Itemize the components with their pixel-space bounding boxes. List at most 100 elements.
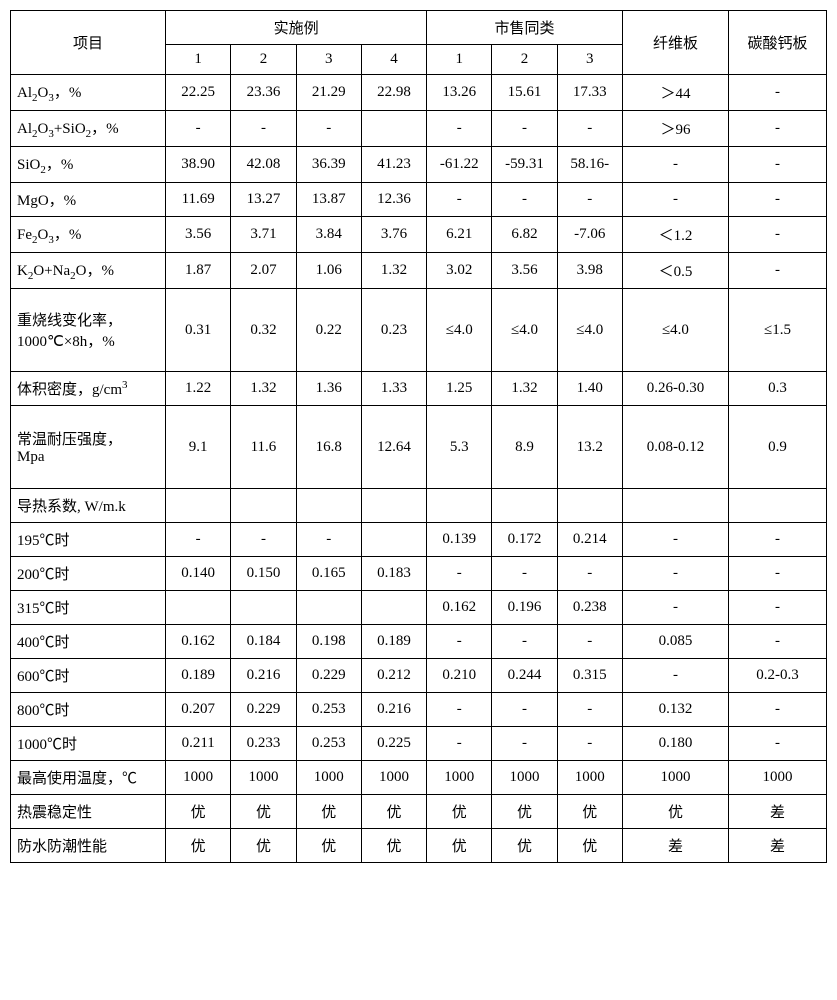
cell	[361, 489, 426, 523]
cell: 8.9	[492, 406, 557, 489]
table-row: 400℃时0.1620.1840.1980.189---0.085-	[11, 625, 827, 659]
cell: 1.87	[166, 253, 231, 289]
cell: ＞96	[622, 111, 728, 147]
cell: 0.253	[296, 727, 361, 761]
table-row: 常温耐压强度，Mpa9.111.616.812.645.38.913.20.08…	[11, 406, 827, 489]
cell: -	[492, 625, 557, 659]
cell: 0.165	[296, 557, 361, 591]
cell: -	[557, 625, 622, 659]
cell: ≤4.0	[557, 289, 622, 372]
cell: 0.22	[296, 289, 361, 372]
cell: 0.162	[166, 625, 231, 659]
cell: 0.196	[492, 591, 557, 625]
cell: 0.211	[166, 727, 231, 761]
cell: -	[729, 591, 827, 625]
cell	[492, 489, 557, 523]
cell	[361, 591, 426, 625]
cell: -	[166, 523, 231, 557]
row-label: 195℃时	[11, 523, 166, 557]
cell: 13.87	[296, 183, 361, 217]
table-row: MgO，%11.6913.2713.8712.36-----	[11, 183, 827, 217]
row-label: 600℃时	[11, 659, 166, 693]
cell: 0.31	[166, 289, 231, 372]
cell: 优	[427, 829, 492, 863]
cell: -	[427, 625, 492, 659]
row-label: 200℃时	[11, 557, 166, 591]
cell: 1.32	[361, 253, 426, 289]
cell: 0.132	[622, 693, 728, 727]
cell: -	[557, 727, 622, 761]
cell: ≤4.0	[492, 289, 557, 372]
table-row: 防水防潮性能优优优优优优优差差	[11, 829, 827, 863]
cell: 1000	[231, 761, 296, 795]
cell: ＞44	[622, 75, 728, 111]
cell: -7.06	[557, 217, 622, 253]
header-sub: 1	[427, 45, 492, 75]
cell: -	[296, 523, 361, 557]
header-calcium: 碳酸钙板	[729, 11, 827, 75]
row-label: 热震稳定性	[11, 795, 166, 829]
cell: -	[427, 111, 492, 147]
cell: -	[729, 625, 827, 659]
cell: -	[427, 183, 492, 217]
header-group2: 市售同类	[427, 11, 623, 45]
table-row: 体积密度，g/cm31.221.321.361.331.251.321.400.…	[11, 372, 827, 406]
table-row: 1000℃时0.2110.2330.2530.225---0.180-	[11, 727, 827, 761]
cell: -	[427, 693, 492, 727]
cell: 12.64	[361, 406, 426, 489]
cell: 优	[166, 829, 231, 863]
header-group1: 实施例	[166, 11, 427, 45]
table-row: 800℃时0.2070.2290.2530.216---0.132-	[11, 693, 827, 727]
cell: 6.21	[427, 217, 492, 253]
cell: 3.56	[492, 253, 557, 289]
cell	[166, 591, 231, 625]
cell: -	[729, 523, 827, 557]
cell: 1.06	[296, 253, 361, 289]
cell: 13.2	[557, 406, 622, 489]
cell: 0.150	[231, 557, 296, 591]
cell: 42.08	[231, 147, 296, 183]
cell: -	[166, 111, 231, 147]
row-label: 防水防潮性能	[11, 829, 166, 863]
cell: 0.184	[231, 625, 296, 659]
cell: 1.25	[427, 372, 492, 406]
cell: 0.229	[231, 693, 296, 727]
cell: 0.180	[622, 727, 728, 761]
cell: 0.2-0.3	[729, 659, 827, 693]
row-label: Al2O3，%	[11, 75, 166, 111]
cell: 15.61	[492, 75, 557, 111]
cell: -	[729, 727, 827, 761]
row-label: 800℃时	[11, 693, 166, 727]
cell: -	[729, 147, 827, 183]
cell: -	[231, 523, 296, 557]
cell: 0.140	[166, 557, 231, 591]
table-row: 导热系数, W/m.k	[11, 489, 827, 523]
row-label: Fe2O3，%	[11, 217, 166, 253]
cell: 0.229	[296, 659, 361, 693]
cell: 16.8	[296, 406, 361, 489]
cell: 41.23	[361, 147, 426, 183]
header-sub: 4	[361, 45, 426, 75]
table-row: SiO2，%38.9042.0836.3941.23-61.22-59.3158…	[11, 147, 827, 183]
cell	[361, 111, 426, 147]
cell: 0.139	[427, 523, 492, 557]
row-label: SiO2，%	[11, 147, 166, 183]
cell: 22.25	[166, 75, 231, 111]
cell	[166, 489, 231, 523]
cell: 优	[361, 795, 426, 829]
table-row: 最高使用温度，℃10001000100010001000100010001000…	[11, 761, 827, 795]
table-body: Al2O3，%22.2523.3621.2922.9813.2615.6117.…	[11, 75, 827, 863]
cell: 0.189	[361, 625, 426, 659]
cell: 0.08-0.12	[622, 406, 728, 489]
cell: -	[492, 727, 557, 761]
header-project: 项目	[11, 11, 166, 75]
cell: -	[729, 253, 827, 289]
header-row-1: 项目 实施例 市售同类 纤维板 碳酸钙板	[11, 11, 827, 45]
cell: 1.33	[361, 372, 426, 406]
cell	[557, 489, 622, 523]
cell: 0.210	[427, 659, 492, 693]
cell: 0.162	[427, 591, 492, 625]
cell: 0.198	[296, 625, 361, 659]
cell: ≤4.0	[622, 289, 728, 372]
cell: -	[231, 111, 296, 147]
